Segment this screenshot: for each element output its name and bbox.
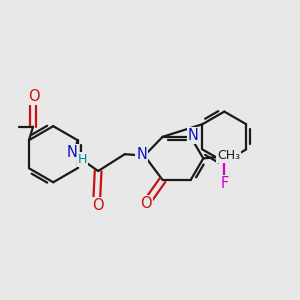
Text: O: O [28, 89, 40, 104]
Text: O: O [92, 198, 104, 213]
Text: N: N [136, 147, 147, 162]
Text: O: O [140, 196, 152, 211]
Text: H: H [78, 153, 87, 166]
Text: N: N [188, 128, 199, 143]
Text: CH₃: CH₃ [217, 149, 240, 162]
Text: F: F [220, 176, 228, 191]
Text: N: N [67, 145, 77, 160]
